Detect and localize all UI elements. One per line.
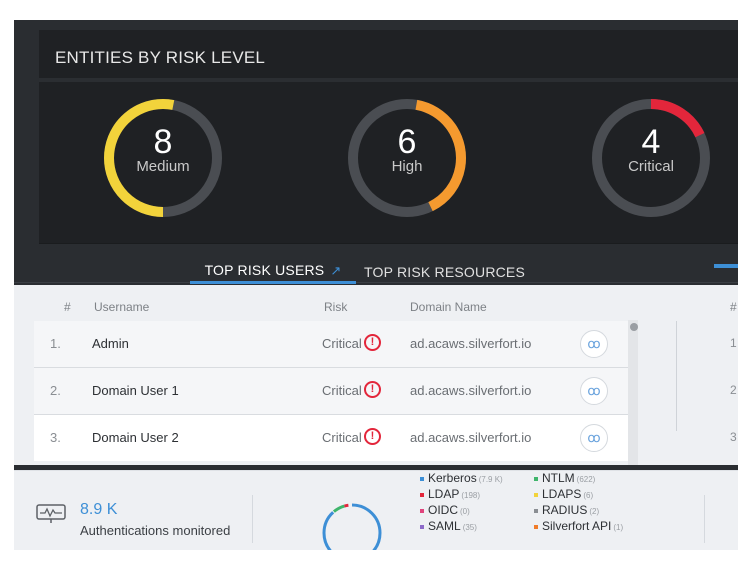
- legend-label: Kerberos: [428, 471, 477, 485]
- alert-icon: !: [364, 428, 381, 445]
- column-header-index: #: [64, 300, 71, 314]
- table-row[interactable]: 3. Domain User 2 Critical ! ad.acaws.sil…: [34, 415, 628, 461]
- footer-divider: [704, 495, 705, 543]
- risk-count: 4: [589, 124, 713, 160]
- dashboard: ENTITIES BY RISK LEVEL 8 Medium 6 High 4: [14, 20, 738, 550]
- legend-swatch: [534, 525, 538, 529]
- side-row-index: 3: [730, 430, 737, 444]
- legend-label: Silverfort API: [542, 519, 611, 533]
- side-row-index: 1: [730, 336, 737, 350]
- risk-level: Critical: [322, 336, 362, 351]
- legend-item-ldaps: LDAPS (6): [534, 487, 593, 501]
- legend-swatch: [420, 525, 424, 529]
- legend-count: (0): [460, 507, 470, 516]
- domain-name: ad.acaws.silverfort.io: [410, 430, 531, 445]
- legend-item-silverfort-api: Silverfort API (1): [534, 519, 623, 533]
- risk-count: 6: [345, 124, 469, 160]
- legend-item-saml: SAML (35): [420, 519, 477, 533]
- username: Domain User 2: [92, 430, 179, 445]
- legend-item-ldap: LDAP (198): [420, 487, 480, 501]
- row-index: 2.: [50, 383, 61, 398]
- top-risk-users-table: # Username Risk Domain Name # 1. Admin C…: [14, 285, 738, 465]
- legend-count: (7.9 K): [479, 475, 503, 484]
- legend-count: (2): [589, 507, 599, 516]
- alert-icon: !: [364, 334, 381, 351]
- legend-item-radius: RADIUS (2): [534, 503, 599, 517]
- graph-view-button[interactable]: ꝏ: [580, 377, 608, 405]
- title-divider: [39, 78, 738, 82]
- authentications-label: Authentications monitored: [80, 523, 230, 538]
- tab-top-risk-resources[interactable]: TOP RISK RESOURCES: [364, 264, 534, 286]
- panel-divider: [676, 321, 677, 431]
- legend-label: RADIUS: [542, 503, 587, 517]
- authentications-summary: 8.9 K Authentications monitored Kerberos…: [14, 470, 738, 550]
- row-index: 1.: [50, 336, 61, 351]
- protocol-distribution-ring[interactable]: [320, 501, 384, 550]
- tab-label: TOP RISK USERS: [205, 262, 325, 278]
- scrollbar-thumb[interactable]: [630, 323, 638, 331]
- legend-swatch: [420, 509, 424, 513]
- row-index: 3.: [50, 430, 61, 445]
- legend-count: (198): [461, 491, 480, 500]
- authentications-count: 8.9 K: [80, 501, 117, 519]
- legend-item-oidc: OIDC (0): [420, 503, 470, 517]
- active-tab-indicator: [190, 281, 356, 284]
- scrollbar-track[interactable]: [628, 320, 638, 465]
- risk-level-label: Medium: [101, 158, 225, 175]
- footer-divider: [252, 495, 253, 543]
- legend-label: SAML: [428, 519, 461, 533]
- risk-level-label: High: [345, 158, 469, 175]
- table-row[interactable]: 1. Admin Critical ! ad.acaws.silverfort.…: [34, 321, 628, 367]
- legend-item-ntlm: NTLM (622): [534, 471, 595, 485]
- adjacent-tab-indicator: [714, 264, 738, 268]
- username: Admin: [92, 336, 129, 351]
- graph-view-button[interactable]: ꝏ: [580, 424, 608, 452]
- username: Domain User 1: [92, 383, 179, 398]
- panel-title: ENTITIES BY RISK LEVEL: [55, 48, 265, 68]
- legend-count: (6): [583, 491, 593, 500]
- column-header-risk[interactable]: Risk: [324, 300, 347, 314]
- column-header-username[interactable]: Username: [94, 300, 149, 314]
- legend-label: OIDC: [428, 503, 458, 517]
- legend-swatch: [534, 477, 538, 481]
- domain-name: ad.acaws.silverfort.io: [410, 336, 531, 351]
- legend-label: LDAP: [428, 487, 459, 501]
- legend-label: LDAPS: [542, 487, 581, 501]
- risk-level: Critical: [322, 430, 362, 445]
- external-link-icon: ↗: [330, 263, 341, 278]
- legend-item-kerberos: Kerberos (7.9 K): [420, 471, 503, 485]
- legend-swatch: [420, 493, 424, 497]
- legend-swatch: [534, 493, 538, 497]
- domain-name: ad.acaws.silverfort.io: [410, 383, 531, 398]
- high-risk-donut[interactable]: 6 High: [345, 96, 469, 220]
- graph-view-button[interactable]: ꝏ: [580, 330, 608, 358]
- entities-by-risk-panel: ENTITIES BY RISK LEVEL 8 Medium 6 High 4: [39, 30, 738, 244]
- legend-label: NTLM: [542, 471, 575, 485]
- risk-count: 8: [101, 124, 225, 160]
- legend-count: (35): [463, 523, 477, 532]
- alert-icon: !: [364, 381, 381, 398]
- pulse-monitor-icon: [36, 503, 66, 525]
- legend-swatch: [420, 477, 424, 481]
- legend-swatch: [534, 509, 538, 513]
- legend-count: (1): [613, 523, 623, 532]
- side-row-index: 2: [730, 383, 737, 397]
- medium-risk-donut[interactable]: 8 Medium: [101, 96, 225, 220]
- column-header-domain[interactable]: Domain Name: [410, 300, 487, 314]
- critical-risk-donut[interactable]: 4 Critical: [589, 96, 713, 220]
- risk-level: Critical: [322, 383, 362, 398]
- risk-level-label: Critical: [589, 158, 713, 175]
- legend-count: (622): [577, 475, 596, 484]
- table-row[interactable]: 2. Domain User 1 Critical ! ad.acaws.sil…: [34, 368, 628, 414]
- side-column-header: #: [730, 300, 737, 314]
